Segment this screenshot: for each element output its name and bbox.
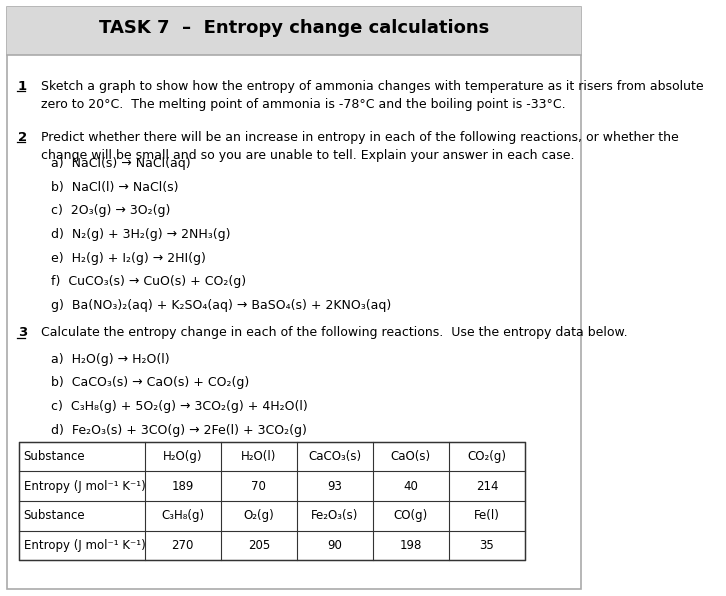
Text: 90: 90 (327, 539, 342, 552)
Text: Fe₂O₃(s): Fe₂O₃(s) (311, 509, 359, 522)
Text: 198: 198 (400, 539, 422, 552)
Text: 40: 40 (404, 480, 418, 492)
Text: 270: 270 (171, 539, 194, 552)
Text: e)  H₂(g) + I₂(g) → 2HI(g): e) H₂(g) + I₂(g) → 2HI(g) (51, 252, 206, 265)
Text: 205: 205 (248, 539, 270, 552)
Text: g)  Ba(NO₃)₂(aq) + K₂SO₄(aq) → BaSO₄(s) + 2KNO₃(aq): g) Ba(NO₃)₂(aq) + K₂SO₄(aq) → BaSO₄(s) +… (51, 299, 391, 312)
Text: 93: 93 (327, 480, 342, 492)
FancyBboxPatch shape (7, 7, 581, 589)
Text: c)  C₃H₈(g) + 5O₂(g) → 3CO₂(g) + 4H₂O(l): c) C₃H₈(g) + 5O₂(g) → 3CO₂(g) + 4H₂O(l) (51, 400, 308, 413)
Text: 35: 35 (480, 539, 494, 552)
Text: C₃H₈(g): C₃H₈(g) (161, 509, 204, 522)
Text: d)  Fe₂O₃(s) + 3CO(g) → 2Fe(l) + 3CO₂(g): d) Fe₂O₃(s) + 3CO(g) → 2Fe(l) + 3CO₂(g) (51, 424, 307, 437)
Text: Substance: Substance (24, 450, 85, 463)
Text: 2: 2 (17, 131, 27, 144)
Text: c)  2O₃(g) → 3O₂(g): c) 2O₃(g) → 3O₂(g) (51, 204, 171, 218)
Text: a)  NaCl(s) → NaCl(aq): a) NaCl(s) → NaCl(aq) (51, 157, 191, 170)
Text: CO₂(g): CO₂(g) (468, 450, 507, 463)
FancyBboxPatch shape (19, 442, 525, 560)
Text: TASK 7  –  Entropy change calculations: TASK 7 – Entropy change calculations (99, 19, 489, 37)
Text: Entropy (J mol⁻¹ K⁻¹): Entropy (J mol⁻¹ K⁻¹) (24, 480, 145, 492)
Text: b)  NaCl(l) → NaCl(s): b) NaCl(l) → NaCl(s) (51, 181, 179, 194)
Text: Entropy (J mol⁻¹ K⁻¹): Entropy (J mol⁻¹ K⁻¹) (24, 539, 145, 552)
Text: Sketch a graph to show how the entropy of ammonia changes with temperature as it: Sketch a graph to show how the entropy o… (41, 80, 703, 111)
Text: a)  H₂O(g) → H₂O(l): a) H₂O(g) → H₂O(l) (51, 353, 170, 365)
Text: Predict whether there will be an increase in entropy in each of the following re: Predict whether there will be an increas… (41, 131, 679, 162)
Text: CaCO₃(s): CaCO₃(s) (309, 450, 362, 463)
Text: 3: 3 (17, 327, 27, 340)
Text: b)  CaCO₃(s) → CaO(s) + CO₂(g): b) CaCO₃(s) → CaO(s) + CO₂(g) (51, 376, 249, 389)
Text: Fe(l): Fe(l) (474, 509, 500, 522)
Text: CO(g): CO(g) (393, 509, 428, 522)
Text: 214: 214 (476, 480, 498, 492)
Text: 1: 1 (17, 80, 27, 93)
Text: O₂(g): O₂(g) (243, 509, 274, 522)
Text: Substance: Substance (24, 509, 85, 522)
Text: 189: 189 (171, 480, 194, 492)
Text: H₂O(g): H₂O(g) (163, 450, 203, 463)
Text: d)  N₂(g) + 3H₂(g) → 2NH₃(g): d) N₂(g) + 3H₂(g) → 2NH₃(g) (51, 228, 231, 241)
Text: f)  CuCO₃(s) → CuO(s) + CO₂(g): f) CuCO₃(s) → CuO(s) + CO₂(g) (51, 275, 246, 288)
Text: CaO(s): CaO(s) (391, 450, 431, 463)
Text: Calculate the entropy change in each of the following reactions.  Use the entrop: Calculate the entropy change in each of … (41, 327, 628, 340)
FancyBboxPatch shape (7, 7, 581, 55)
Text: 70: 70 (251, 480, 266, 492)
Text: H₂O(l): H₂O(l) (241, 450, 277, 463)
